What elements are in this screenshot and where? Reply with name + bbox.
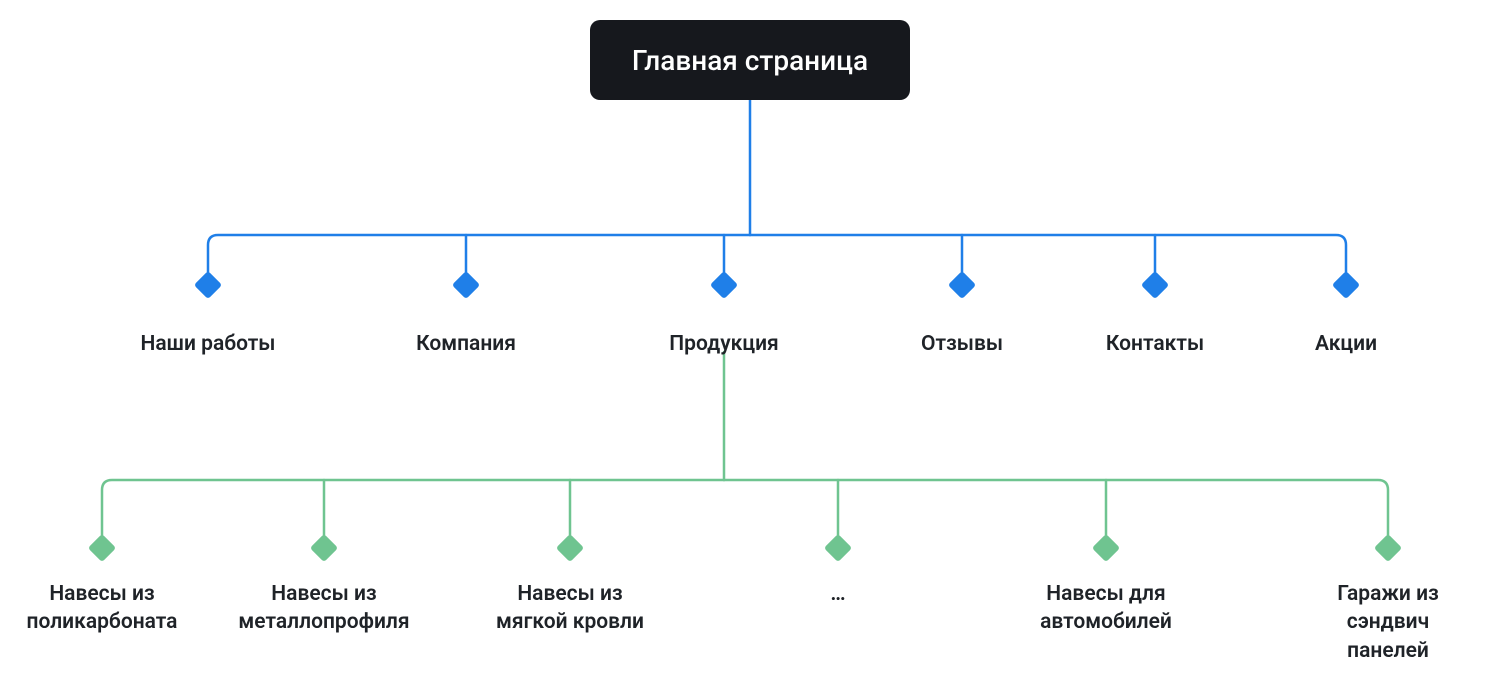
layer1-node-3-label: Отзывы — [921, 330, 1003, 358]
root-node-label: Главная страница — [632, 44, 868, 77]
layer1-node-1-label: Компания — [416, 330, 516, 358]
connector-line — [102, 480, 724, 548]
layer2-node-2-label: Навесы из мягкой кровли — [496, 580, 644, 637]
connector-line — [750, 235, 1346, 285]
root-node: Главная страница — [590, 20, 910, 100]
layer2-node-3-label: … — [830, 580, 845, 608]
layer1-node-5-label: Акции — [1315, 330, 1377, 358]
layer1-node-2-label: Продукция — [669, 330, 778, 358]
layer2-node-5-label: Гаражи из сэндвич панелей — [1332, 580, 1444, 665]
layer1-node-0-label: Наши работы — [141, 330, 276, 358]
connector-line — [208, 235, 750, 285]
layer2-node-0-label: Навесы из поликарбоната — [27, 580, 178, 637]
layer2-node-1-label: Навесы из металлопрофиля — [238, 580, 409, 637]
layer2-node-4-label: Навесы для автомобилей — [1040, 580, 1172, 637]
connector-line — [724, 480, 1388, 548]
layer1-node-4-label: Контакты — [1106, 330, 1204, 358]
